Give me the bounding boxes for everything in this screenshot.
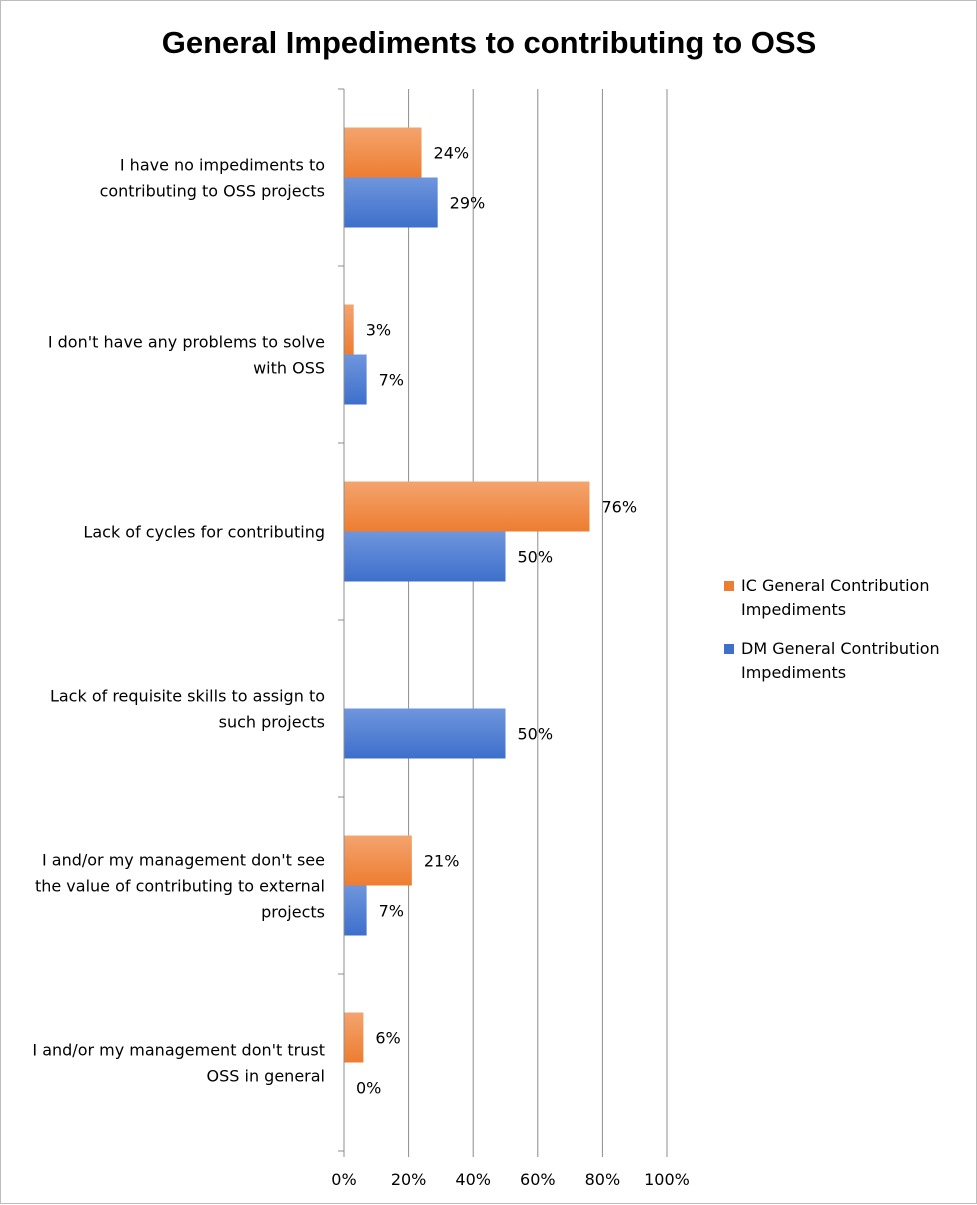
legend: IC General Contribution Impediments DM Gen… [724, 576, 940, 682]
labels: 24% 29% I have no impediments to contributi… [32, 144, 637, 1098]
data-label: 0% [356, 1079, 381, 1098]
category-label-1: I don't have any problems to solve with O… [48, 333, 325, 378]
legend-swatch-ic [724, 581, 734, 591]
legend-label-ic: IC General Contribution Impediments [741, 576, 929, 619]
data-label: 7% [379, 371, 404, 390]
legend-label-dm: DM General Contribution Impediments [741, 639, 940, 682]
data-label: 29% [450, 194, 486, 213]
data-label: 6% [375, 1029, 400, 1048]
axes: 0% 20% 40% 60% 80% 100% [331, 88, 690, 1189]
data-label: 21% [424, 852, 460, 871]
bar-ic-1 [344, 304, 354, 355]
data-label: 50% [518, 548, 554, 567]
data-label: 24% [434, 144, 470, 163]
category-label-2: Lack of cycles for contributing [83, 523, 325, 542]
bar-ic-4 [344, 835, 412, 886]
x-tick-label: 60% [520, 1170, 556, 1189]
bar-dm-4 [344, 885, 367, 936]
data-label: 50% [518, 725, 554, 744]
x-tick-label: 100% [644, 1170, 690, 1189]
bar-ic-5 [344, 1012, 364, 1063]
category-label-0: I have no impediments to contributing to … [100, 156, 325, 201]
bar-ic-0 [344, 127, 422, 178]
gridlines [408, 89, 668, 1151]
bar-dm-1 [344, 354, 367, 405]
bars [344, 127, 590, 1063]
bar-dm-0 [344, 177, 438, 228]
data-label: 3% [366, 321, 391, 340]
x-tick-label: 40% [455, 1170, 491, 1189]
chart-title: General Impediments to contributing to O… [162, 25, 817, 60]
bar-ic-2 [344, 481, 590, 532]
category-label-5: I and/or my management don't trust OSS in… [32, 1041, 325, 1086]
bar-dm-2 [344, 531, 506, 582]
category-label-3: Lack of requisite skills to assign to suc… [50, 687, 325, 732]
category-label-4: I and/or my management don't see the valu… [35, 851, 325, 922]
bar-dm-3 [344, 708, 506, 759]
x-tick-label: 80% [585, 1170, 621, 1189]
x-tick-label: 20% [391, 1170, 427, 1189]
data-label: 76% [601, 498, 637, 517]
data-label: 7% [379, 902, 404, 921]
x-tick-label: 0% [331, 1170, 356, 1189]
legend-swatch-dm [724, 644, 734, 654]
